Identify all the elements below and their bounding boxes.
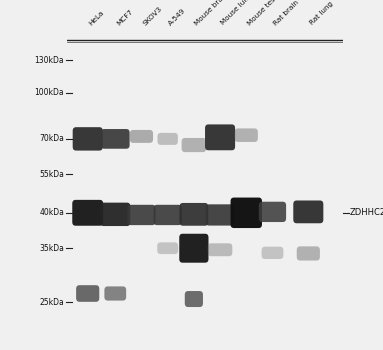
Text: Rat brain: Rat brain: [272, 0, 300, 27]
FancyBboxPatch shape: [293, 201, 323, 223]
Text: Mouse brain: Mouse brain: [194, 0, 229, 27]
FancyBboxPatch shape: [208, 243, 232, 256]
FancyBboxPatch shape: [235, 128, 258, 142]
Text: 55kDa: 55kDa: [39, 170, 64, 179]
Text: MCF7: MCF7: [115, 8, 134, 27]
Text: ZDHHC20: ZDHHC20: [350, 208, 383, 217]
FancyBboxPatch shape: [182, 138, 206, 152]
FancyBboxPatch shape: [128, 205, 155, 225]
FancyBboxPatch shape: [72, 200, 103, 226]
FancyBboxPatch shape: [101, 129, 129, 149]
FancyBboxPatch shape: [157, 133, 178, 145]
FancyBboxPatch shape: [154, 205, 182, 225]
FancyBboxPatch shape: [179, 234, 208, 263]
FancyBboxPatch shape: [259, 202, 286, 222]
Text: HeLa: HeLa: [88, 9, 105, 27]
FancyBboxPatch shape: [231, 197, 262, 228]
Text: 40kDa: 40kDa: [39, 208, 64, 217]
Text: 25kDa: 25kDa: [39, 298, 64, 307]
Text: A-549: A-549: [168, 7, 187, 27]
FancyBboxPatch shape: [157, 242, 178, 254]
Text: 100kDa: 100kDa: [34, 88, 64, 97]
FancyBboxPatch shape: [100, 203, 130, 226]
FancyBboxPatch shape: [73, 127, 103, 150]
Text: 35kDa: 35kDa: [39, 244, 64, 253]
Text: SKOV3: SKOV3: [141, 5, 163, 27]
FancyBboxPatch shape: [297, 246, 320, 260]
Text: 130kDa: 130kDa: [34, 56, 64, 65]
FancyBboxPatch shape: [180, 203, 208, 226]
FancyBboxPatch shape: [76, 285, 99, 302]
FancyBboxPatch shape: [262, 247, 283, 259]
Text: Mouse testis: Mouse testis: [246, 0, 283, 27]
Text: Rat lung: Rat lung: [308, 1, 334, 27]
Text: 70kDa: 70kDa: [39, 134, 64, 144]
FancyBboxPatch shape: [205, 124, 235, 150]
FancyBboxPatch shape: [206, 204, 234, 226]
Text: Mouse lung: Mouse lung: [220, 0, 254, 27]
FancyBboxPatch shape: [185, 291, 203, 307]
FancyBboxPatch shape: [105, 286, 126, 301]
FancyBboxPatch shape: [130, 130, 153, 143]
